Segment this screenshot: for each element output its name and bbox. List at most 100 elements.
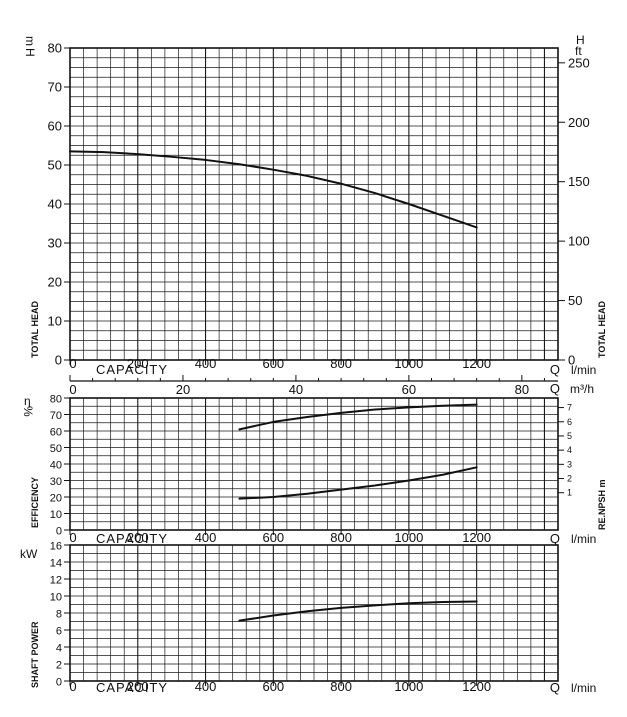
head-ft-tick-label: 100 <box>568 234 590 249</box>
head-xtick-label: 1200 <box>462 356 491 371</box>
pow-xtick-label: 1000 <box>394 679 423 694</box>
pow-xtick-label: 200 <box>127 679 149 694</box>
head-ytick-label: 60 <box>48 119 62 134</box>
pow-ytick-label: 4 <box>56 643 62 655</box>
power-panel: kW SHAFT POWER CAPACITY Q l/min 0 200 400 6… <box>20 541 596 696</box>
eff-xtick-label: 800 <box>330 530 352 545</box>
eff-xtick-label: 1200 <box>462 530 491 545</box>
pow-xtick-label: 400 <box>195 679 217 694</box>
eff-ytick-label: 40 <box>50 460 62 472</box>
head-xtick-label: 400 <box>195 356 217 371</box>
head-top-right-q: Q <box>550 362 560 377</box>
npsh-tick-label: 4 <box>567 445 572 455</box>
eff-ytick-label: 70 <box>50 410 62 422</box>
head-ft-tick-label: 50 <box>568 293 582 308</box>
head-yticks-left: 0 10 20 30 40 50 60 70 80 <box>48 41 70 368</box>
eff-ytick-label: 50 <box>50 443 62 455</box>
head-panel: H m H ft l/min Q TOTAL HEAD TOTAL HEAD C… <box>23 33 607 397</box>
head-ytick-label: 0 <box>55 353 62 368</box>
npsh-yticks: 1 2 3 4 5 6 7 <box>558 403 572 498</box>
efficiency-yticks: 0 10 20 30 40 50 60 70 80 <box>50 394 70 538</box>
power-x-unit: l/min <box>571 681 596 695</box>
npsh-tick-label: 3 <box>567 459 572 469</box>
npsh-tick-label: 2 <box>567 474 572 484</box>
head-right-unit: ft <box>575 44 582 58</box>
eff-xtick-label: 600 <box>262 530 284 545</box>
efficiency-grid <box>69 397 559 531</box>
head-right-symbol: H <box>576 33 585 47</box>
pow-xtick-label: 0 <box>69 679 76 694</box>
head-left-unit: m <box>23 36 37 46</box>
head-ytick-label: 20 <box>48 275 62 290</box>
flow-m3h-end: Q <box>550 381 560 396</box>
head-ytick-label: 40 <box>48 197 62 212</box>
head-top-right-unit: l/min <box>571 363 596 377</box>
flow-m3h-tick-label: 80 <box>515 382 529 397</box>
head-left-symbol: H <box>23 48 37 57</box>
eff-ytick-label: 10 <box>50 509 62 521</box>
head-xtick-label: 600 <box>262 356 284 371</box>
npsh-tick-label: 5 <box>567 431 572 441</box>
eff-ytick-label: 20 <box>50 493 62 505</box>
power-grid <box>69 544 559 682</box>
head-grid <box>69 47 559 361</box>
eff-curve-0 <box>238 403 478 431</box>
head-ft-tick-label: 250 <box>568 55 590 70</box>
pow-ytick-label: 14 <box>50 558 62 570</box>
head-xtick-label: 1000 <box>394 356 423 371</box>
efficiency-xlabel: CAPACITY <box>96 531 168 546</box>
head-xtick-label: 200 <box>127 356 149 371</box>
pow-curve-0 <box>238 600 478 622</box>
eff-curve-1 <box>238 466 478 500</box>
eff-xtick-label: 400 <box>195 530 217 545</box>
pow-xtick-label: 600 <box>262 679 284 694</box>
head-ft-tick-label: 0 <box>568 353 575 368</box>
head-ft-tick-label: 150 <box>568 174 590 189</box>
pow-ytick-label: 12 <box>50 575 62 587</box>
pow-ytick-label: 16 <box>50 541 62 553</box>
pow-ytick-label: 10 <box>50 592 62 604</box>
pow-ytick-label: 2 <box>56 660 62 672</box>
npsh-axis-label: RE.NPSH m <box>597 479 607 530</box>
head-xticks: 0 200 400 600 800 1000 1200 <box>69 356 491 371</box>
pow-xtick-label: 800 <box>330 679 352 694</box>
efficiency-unit: % <box>21 406 35 417</box>
eff-xtick-label: 200 <box>127 530 149 545</box>
efficiency-xticks: 0 200 400 600 800 1000 1200 <box>69 530 491 545</box>
flow-m3h-tick-label: 0 <box>69 382 76 397</box>
eff-ytick-label: 0 <box>56 526 62 538</box>
head-right-axis-label: TOTAL HEAD <box>597 300 607 358</box>
npsh-tick-label: 1 <box>567 488 572 498</box>
efficiency-x-end: Q <box>550 531 560 546</box>
head-curve-0 <box>69 150 478 229</box>
eff-ytick-label: 80 <box>50 394 62 406</box>
flow-m3h-axis: 0 20 40 60 80 <box>69 375 558 397</box>
power-x-end: Q <box>550 680 560 695</box>
flow-m3h-unit: m³/h <box>570 382 594 396</box>
npsh-tick-label: 6 <box>567 417 572 427</box>
head-ft-tick-label: 200 <box>568 115 590 130</box>
head-ytick-label: 80 <box>48 41 62 56</box>
head-left-axis-label: TOTAL HEAD <box>30 300 40 358</box>
power-yticks: 0 2 4 6 8 10 12 14 16 <box>50 541 70 689</box>
head-yticks-right: 0 50 100 150 200 250 <box>558 55 590 368</box>
efficiency-panel: η % EFFICENCY RE.NPSH m CAPACITY Q l/min… <box>21 394 607 547</box>
eff-ytick-label: 30 <box>50 476 62 488</box>
npsh-tick-label: 7 <box>567 403 572 413</box>
head-xtick-label: 800 <box>330 356 352 371</box>
pow-xtick-label: 1200 <box>462 679 491 694</box>
flow-m3h-tick-label: 20 <box>176 382 190 397</box>
eff-xtick-label: 1000 <box>394 530 423 545</box>
power-xlabel: CAPACITY <box>96 680 168 695</box>
head-ytick-label: 30 <box>48 236 62 251</box>
efficiency-symbol: η <box>24 394 31 408</box>
head-xlabel: CAPACITY <box>96 362 168 377</box>
flow-m3h-tick-label: 40 <box>289 382 303 397</box>
efficiency-curves <box>238 403 478 500</box>
eff-ytick-label: 60 <box>50 427 62 439</box>
pow-ytick-label: 0 <box>56 677 62 689</box>
head-ytick-label: 50 <box>48 158 62 173</box>
power-axis-label: SHAFT POWER <box>30 621 40 688</box>
head-xtick-label: 0 <box>69 356 76 371</box>
